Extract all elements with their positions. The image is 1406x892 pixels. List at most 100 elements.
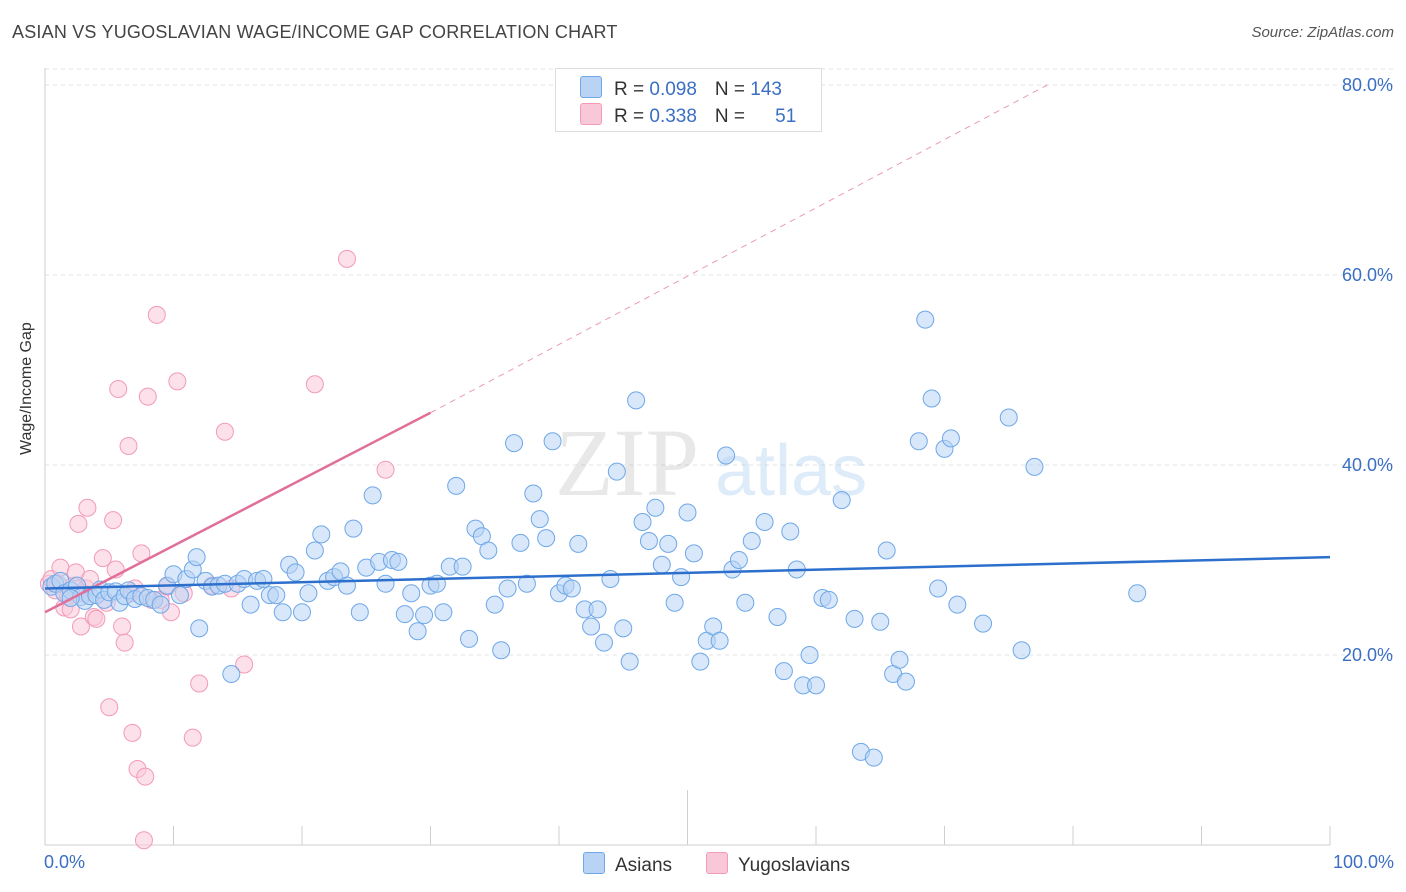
asian-point-113 xyxy=(736,593,755,612)
watermark: ZIP atlas xyxy=(555,409,867,516)
y-tick-label-3: 80.0% xyxy=(1342,75,1393,95)
asian-point-118 xyxy=(781,522,800,541)
asian-point-126 xyxy=(845,609,864,628)
asian-point-36 xyxy=(241,595,260,614)
asian-point-28 xyxy=(190,619,209,638)
asian-point-112 xyxy=(729,551,748,569)
yugoslavian-point-49 xyxy=(337,249,356,268)
asian-point-144 xyxy=(1025,457,1044,476)
asian-point-103 xyxy=(672,568,691,587)
legend-row-asians: R = 0.098 N = 143 xyxy=(580,76,782,100)
asian-point-136 xyxy=(922,389,941,408)
asian-point-143 xyxy=(1012,641,1031,660)
legend-label-yugoslavians: Yugoslavians xyxy=(738,855,850,876)
watermark-zip: ZIP xyxy=(555,409,699,516)
asian-point-21 xyxy=(151,595,170,614)
asian-point-109 xyxy=(710,631,729,650)
asian-swatch xyxy=(583,852,605,874)
grid-lines xyxy=(45,68,1393,656)
n-label: N = xyxy=(714,106,751,127)
asian-point-142 xyxy=(999,408,1018,427)
asian-point-121 xyxy=(800,646,819,664)
yugoslavian-points xyxy=(39,249,395,850)
asian-point-53 xyxy=(350,603,369,622)
n-value: 51 xyxy=(775,106,797,127)
asian-point-81 xyxy=(530,510,549,529)
asian-point-98 xyxy=(639,532,658,550)
asian-point-117 xyxy=(774,662,793,681)
asian-point-87 xyxy=(569,534,588,553)
asian-point-140 xyxy=(948,595,967,614)
asian-point-106 xyxy=(691,652,710,671)
asian-trendline xyxy=(44,555,1331,590)
x-tick-label-max: 100.0% xyxy=(1332,852,1394,872)
asian-point-89 xyxy=(582,617,601,636)
yugoslavian-point-14 xyxy=(78,498,97,517)
chart-title: ASIAN VS YUGOSLAVIAN WAGE/INCOME GAP COR… xyxy=(12,22,618,42)
asian-point-97 xyxy=(633,513,652,531)
asian-point-47 xyxy=(312,525,331,544)
correlation-legend: R = 0.098 N = 143 R = 0.338 N = 51 xyxy=(555,68,822,132)
asian-point-110 xyxy=(717,446,736,465)
asian-point-52 xyxy=(344,519,363,538)
yugoslavian-point-11 xyxy=(71,617,90,636)
asian-point-130 xyxy=(877,541,896,560)
yugo-swatch xyxy=(580,103,602,125)
source-label: Source: ZipAtlas.com xyxy=(1251,24,1394,41)
r-label: R = xyxy=(614,79,650,100)
yugoslavian-point-48 xyxy=(305,375,324,394)
asian-point-137 xyxy=(929,579,948,598)
asian-point-57 xyxy=(376,574,395,593)
asian-points xyxy=(42,310,1147,767)
y-tick-label-1: 40.0% xyxy=(1342,455,1393,475)
axes xyxy=(44,68,1331,846)
asian-point-145 xyxy=(1128,584,1147,603)
r-value: 0.338 xyxy=(649,106,697,127)
asian-point-102 xyxy=(665,593,684,612)
asian-point-43 xyxy=(286,563,305,582)
n-value: 143 xyxy=(750,79,782,100)
asian-point-132 xyxy=(890,650,909,669)
asian-point-99 xyxy=(646,498,665,517)
yugoslavian-point-43 xyxy=(190,674,209,693)
yugoslavian-point-34 xyxy=(138,387,157,406)
asian-point-124 xyxy=(819,590,838,609)
asian-point-91 xyxy=(594,633,613,652)
asian-point-135 xyxy=(916,310,935,329)
asian-point-134 xyxy=(909,432,928,451)
y-tick-labels: 20.0% 40.0% 60.0% 80.0% xyxy=(1342,75,1393,665)
asian-point-68 xyxy=(447,476,466,495)
asian-point-41 xyxy=(273,603,292,622)
asian-point-74 xyxy=(485,595,504,614)
y-axis-label: Wage/Income Gap xyxy=(18,322,35,455)
asian-point-38 xyxy=(254,570,273,588)
legend-row-yugoslavians: R = 0.338 N = 51 xyxy=(580,103,796,127)
asian-point-60 xyxy=(395,605,414,624)
asian-point-82 xyxy=(537,529,556,548)
yugoslavian-point-28 xyxy=(123,723,142,742)
yugoslavian-point-50 xyxy=(376,460,395,479)
yugoslavian-point-25 xyxy=(115,633,134,652)
asian-point-33 xyxy=(222,665,241,683)
asian-point-100 xyxy=(652,555,671,574)
asian-point-122 xyxy=(807,676,825,695)
legend-label-asians: Asians xyxy=(615,855,673,876)
asian-point-79 xyxy=(517,574,536,593)
asian-point-129 xyxy=(871,612,890,631)
asian-point-24 xyxy=(170,586,189,605)
asian-point-83 xyxy=(543,432,562,451)
yugoslavian-point-20 xyxy=(100,698,119,717)
yugoslavian-point-26 xyxy=(119,437,138,455)
asian-point-105 xyxy=(684,544,703,563)
x-tick-label-min: 0.0% xyxy=(44,852,86,872)
yugoslavian-point-10 xyxy=(69,514,88,533)
yugoslavian-point-32 xyxy=(134,831,153,850)
asian-point-139 xyxy=(941,429,960,448)
asian-point-141 xyxy=(974,614,993,633)
yugoslavian-point-21 xyxy=(104,511,123,530)
asian-point-73 xyxy=(479,541,498,560)
asian-point-62 xyxy=(408,622,427,641)
asian-point-66 xyxy=(434,603,453,622)
asian-point-75 xyxy=(492,641,511,660)
